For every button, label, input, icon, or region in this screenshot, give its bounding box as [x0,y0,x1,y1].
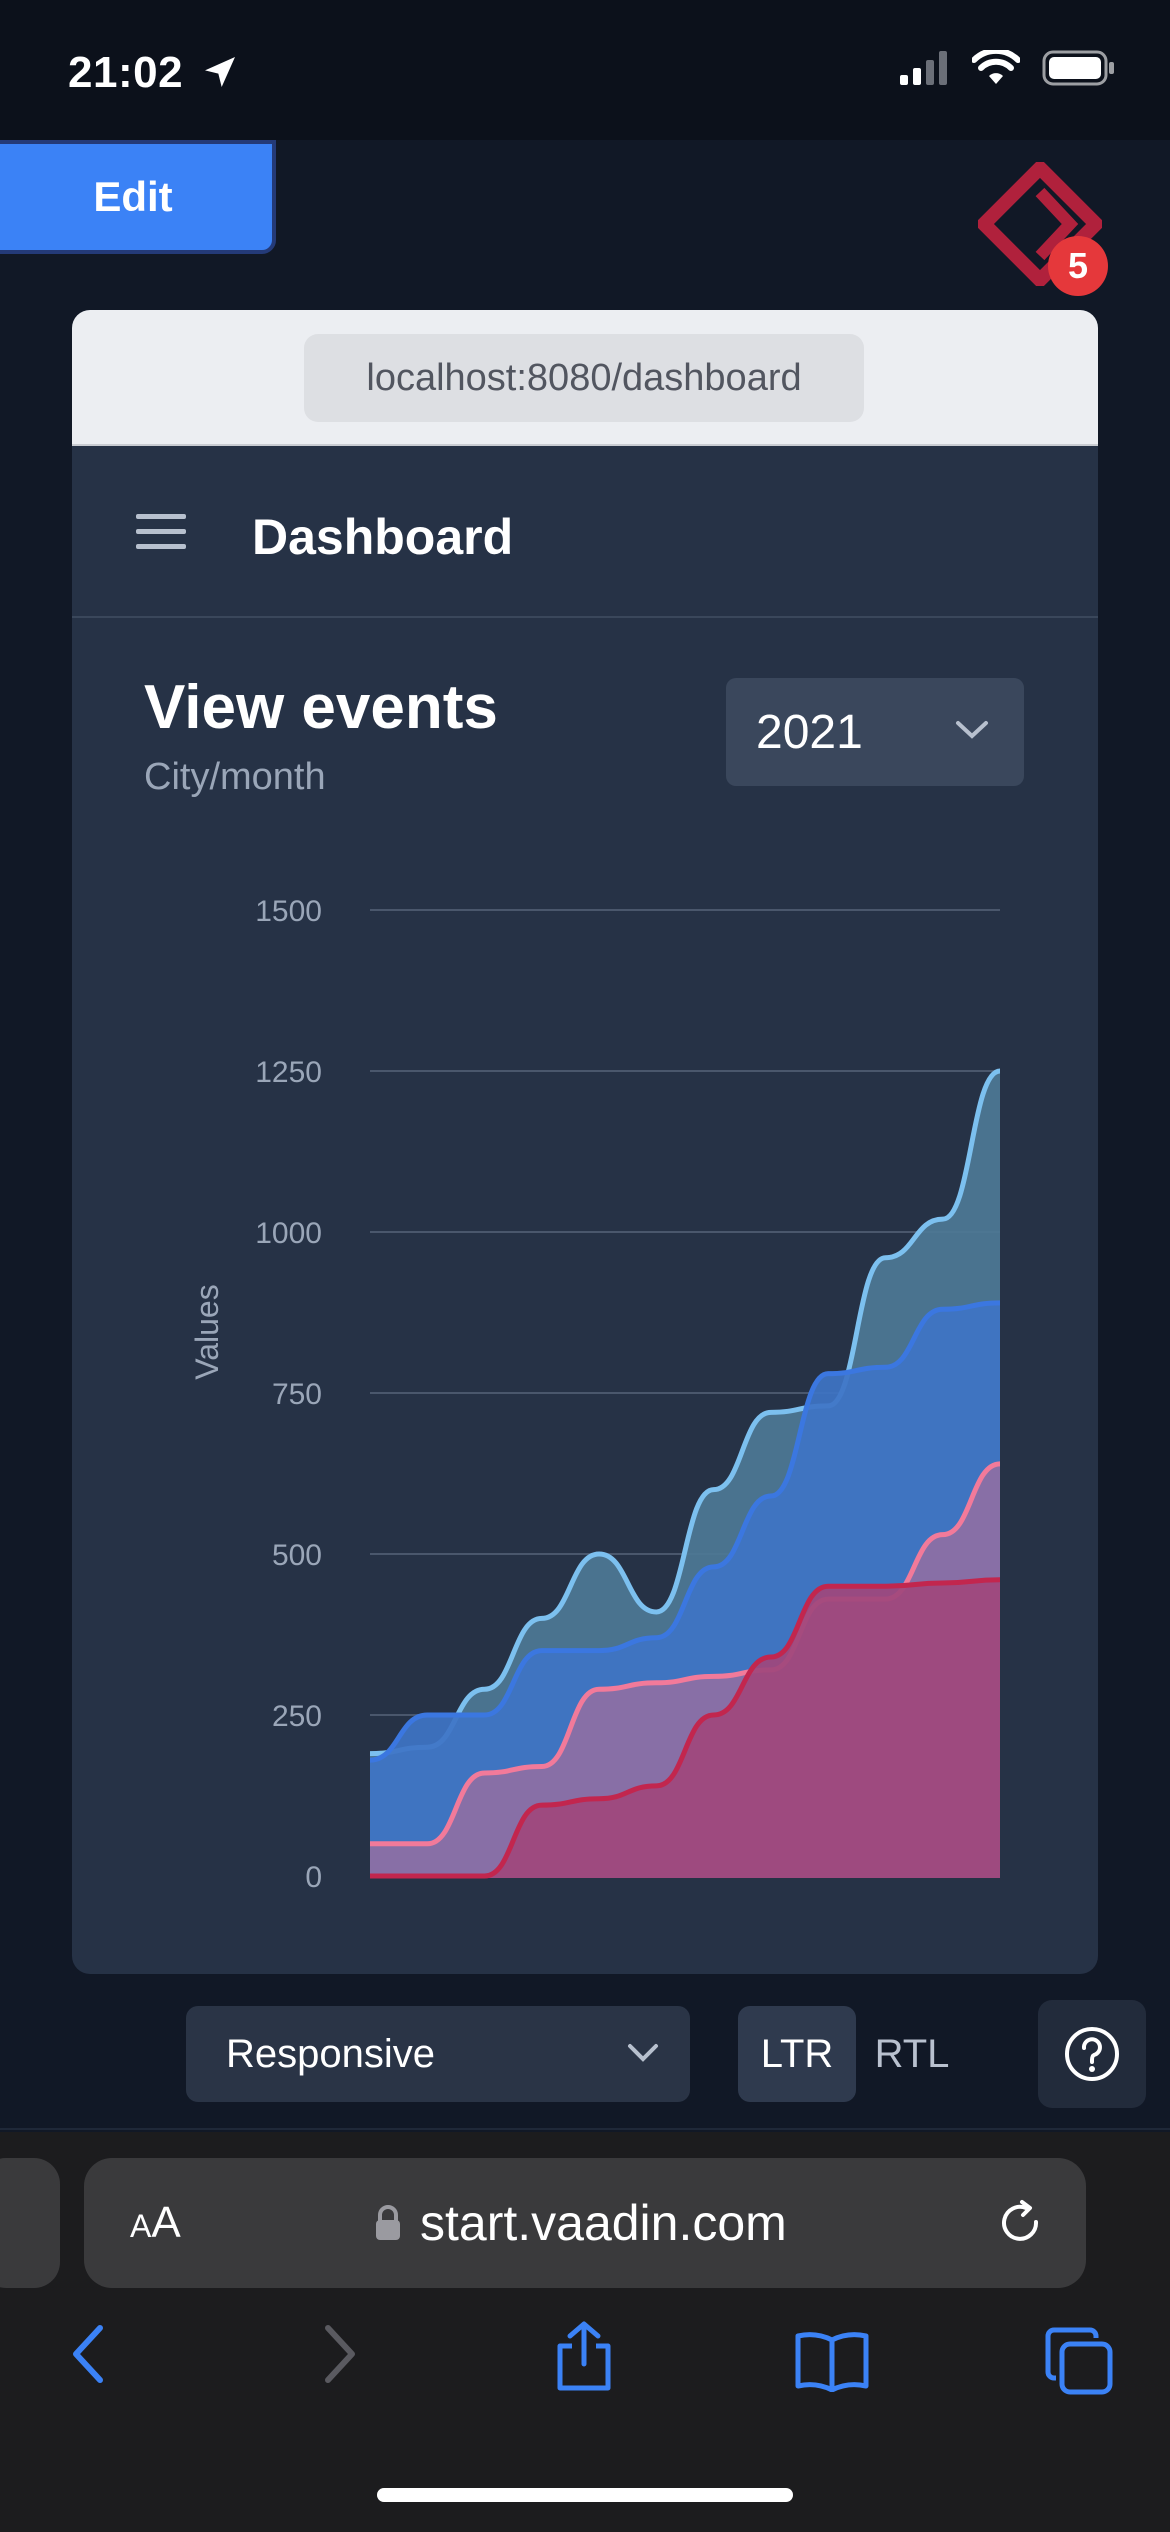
y-tick-label: 1250 [255,1056,322,1089]
ltr-button[interactable]: LTR [738,2006,856,2102]
app-title: Dashboard [252,509,514,565]
chart-y-label: Values [189,1284,225,1379]
responsive-select-value: Responsive [226,2031,436,2076]
help-button[interactable] [1038,2000,1146,2108]
series-area-3 [370,1579,1000,1878]
reload-icon[interactable] [996,2198,1046,2248]
year-select[interactable]: 2021 [726,678,1024,786]
reader-text-size-button[interactable]: AA [130,2198,181,2247]
rtl-button[interactable]: RTL [874,2031,950,2076]
notification-badge: 5 [1048,236,1108,296]
cellular-signal-icon [900,51,947,85]
chevron-down-icon [956,721,988,739]
status-bar: 21:02 [0,0,1170,140]
previous-tab-peek[interactable] [0,2158,60,2288]
series-line-1 [370,1300,1000,1763]
share-icon[interactable] [552,2320,616,2392]
lock-icon [376,2205,400,2240]
y-tick-label: 250 [272,1700,322,1733]
preview-frame: localhost:8080/dashboard Dashboard View … [72,310,1098,1974]
year-select-value: 2021 [756,705,863,759]
help-icon [1065,2027,1119,2081]
wifi-icon [972,50,1020,84]
home-indicator [377,2488,793,2502]
address-bar[interactable]: AA start.vaadin.com [84,2158,1086,2288]
edit-button[interactable]: Edit [0,140,276,254]
chart-series [370,1068,1000,1879]
tabs-icon[interactable] [1044,2326,1114,2396]
address-host: start.vaadin.com [374,2194,787,2252]
status-time: 21:02 [68,48,184,97]
forward-icon[interactable] [318,2322,362,2386]
responsive-select[interactable]: Responsive [186,2006,690,2102]
y-tick-label: 500 [272,1539,322,1572]
y-tick-label: 750 [272,1378,322,1411]
hamburger-menu-icon[interactable] [136,512,186,552]
battery-icon [1042,50,1114,86]
vaadin-logo-icon[interactable] [978,162,1102,286]
series-line-3 [370,1577,1000,1879]
y-tick-label: 0 [305,1861,322,1894]
y-tick-label: 1000 [255,1217,322,1250]
status-icons [900,50,1116,86]
chart-y-ticks: 0 250 500 750 1000 1250 1500 [255,895,322,1894]
series-line-0 [370,1068,1000,1757]
card-subtitle: City/month [144,756,326,798]
preview-url[interactable]: localhost:8080/dashboard [304,334,864,422]
area-chart: 0 250 500 750 1000 1250 1500 Values [189,895,1000,1894]
browser-bar: AA start.vaadin.com [0,2132,1170,2532]
series-line-2 [370,1461,1000,1847]
bookmarks-icon[interactable] [794,2330,870,2392]
app-header: Dashboard [72,448,1098,618]
y-tick-label: 1500 [255,895,322,928]
preview-toolbar: Responsive LTR RTL [0,1974,1170,2130]
back-icon[interactable] [66,2322,110,2386]
preview-url-bar: localhost:8080/dashboard [72,310,1098,446]
card-title: View events [144,673,498,742]
location-arrow-icon [205,57,235,87]
address-host-text: start.vaadin.com [420,2195,787,2251]
chevron-down-icon [628,2044,658,2062]
